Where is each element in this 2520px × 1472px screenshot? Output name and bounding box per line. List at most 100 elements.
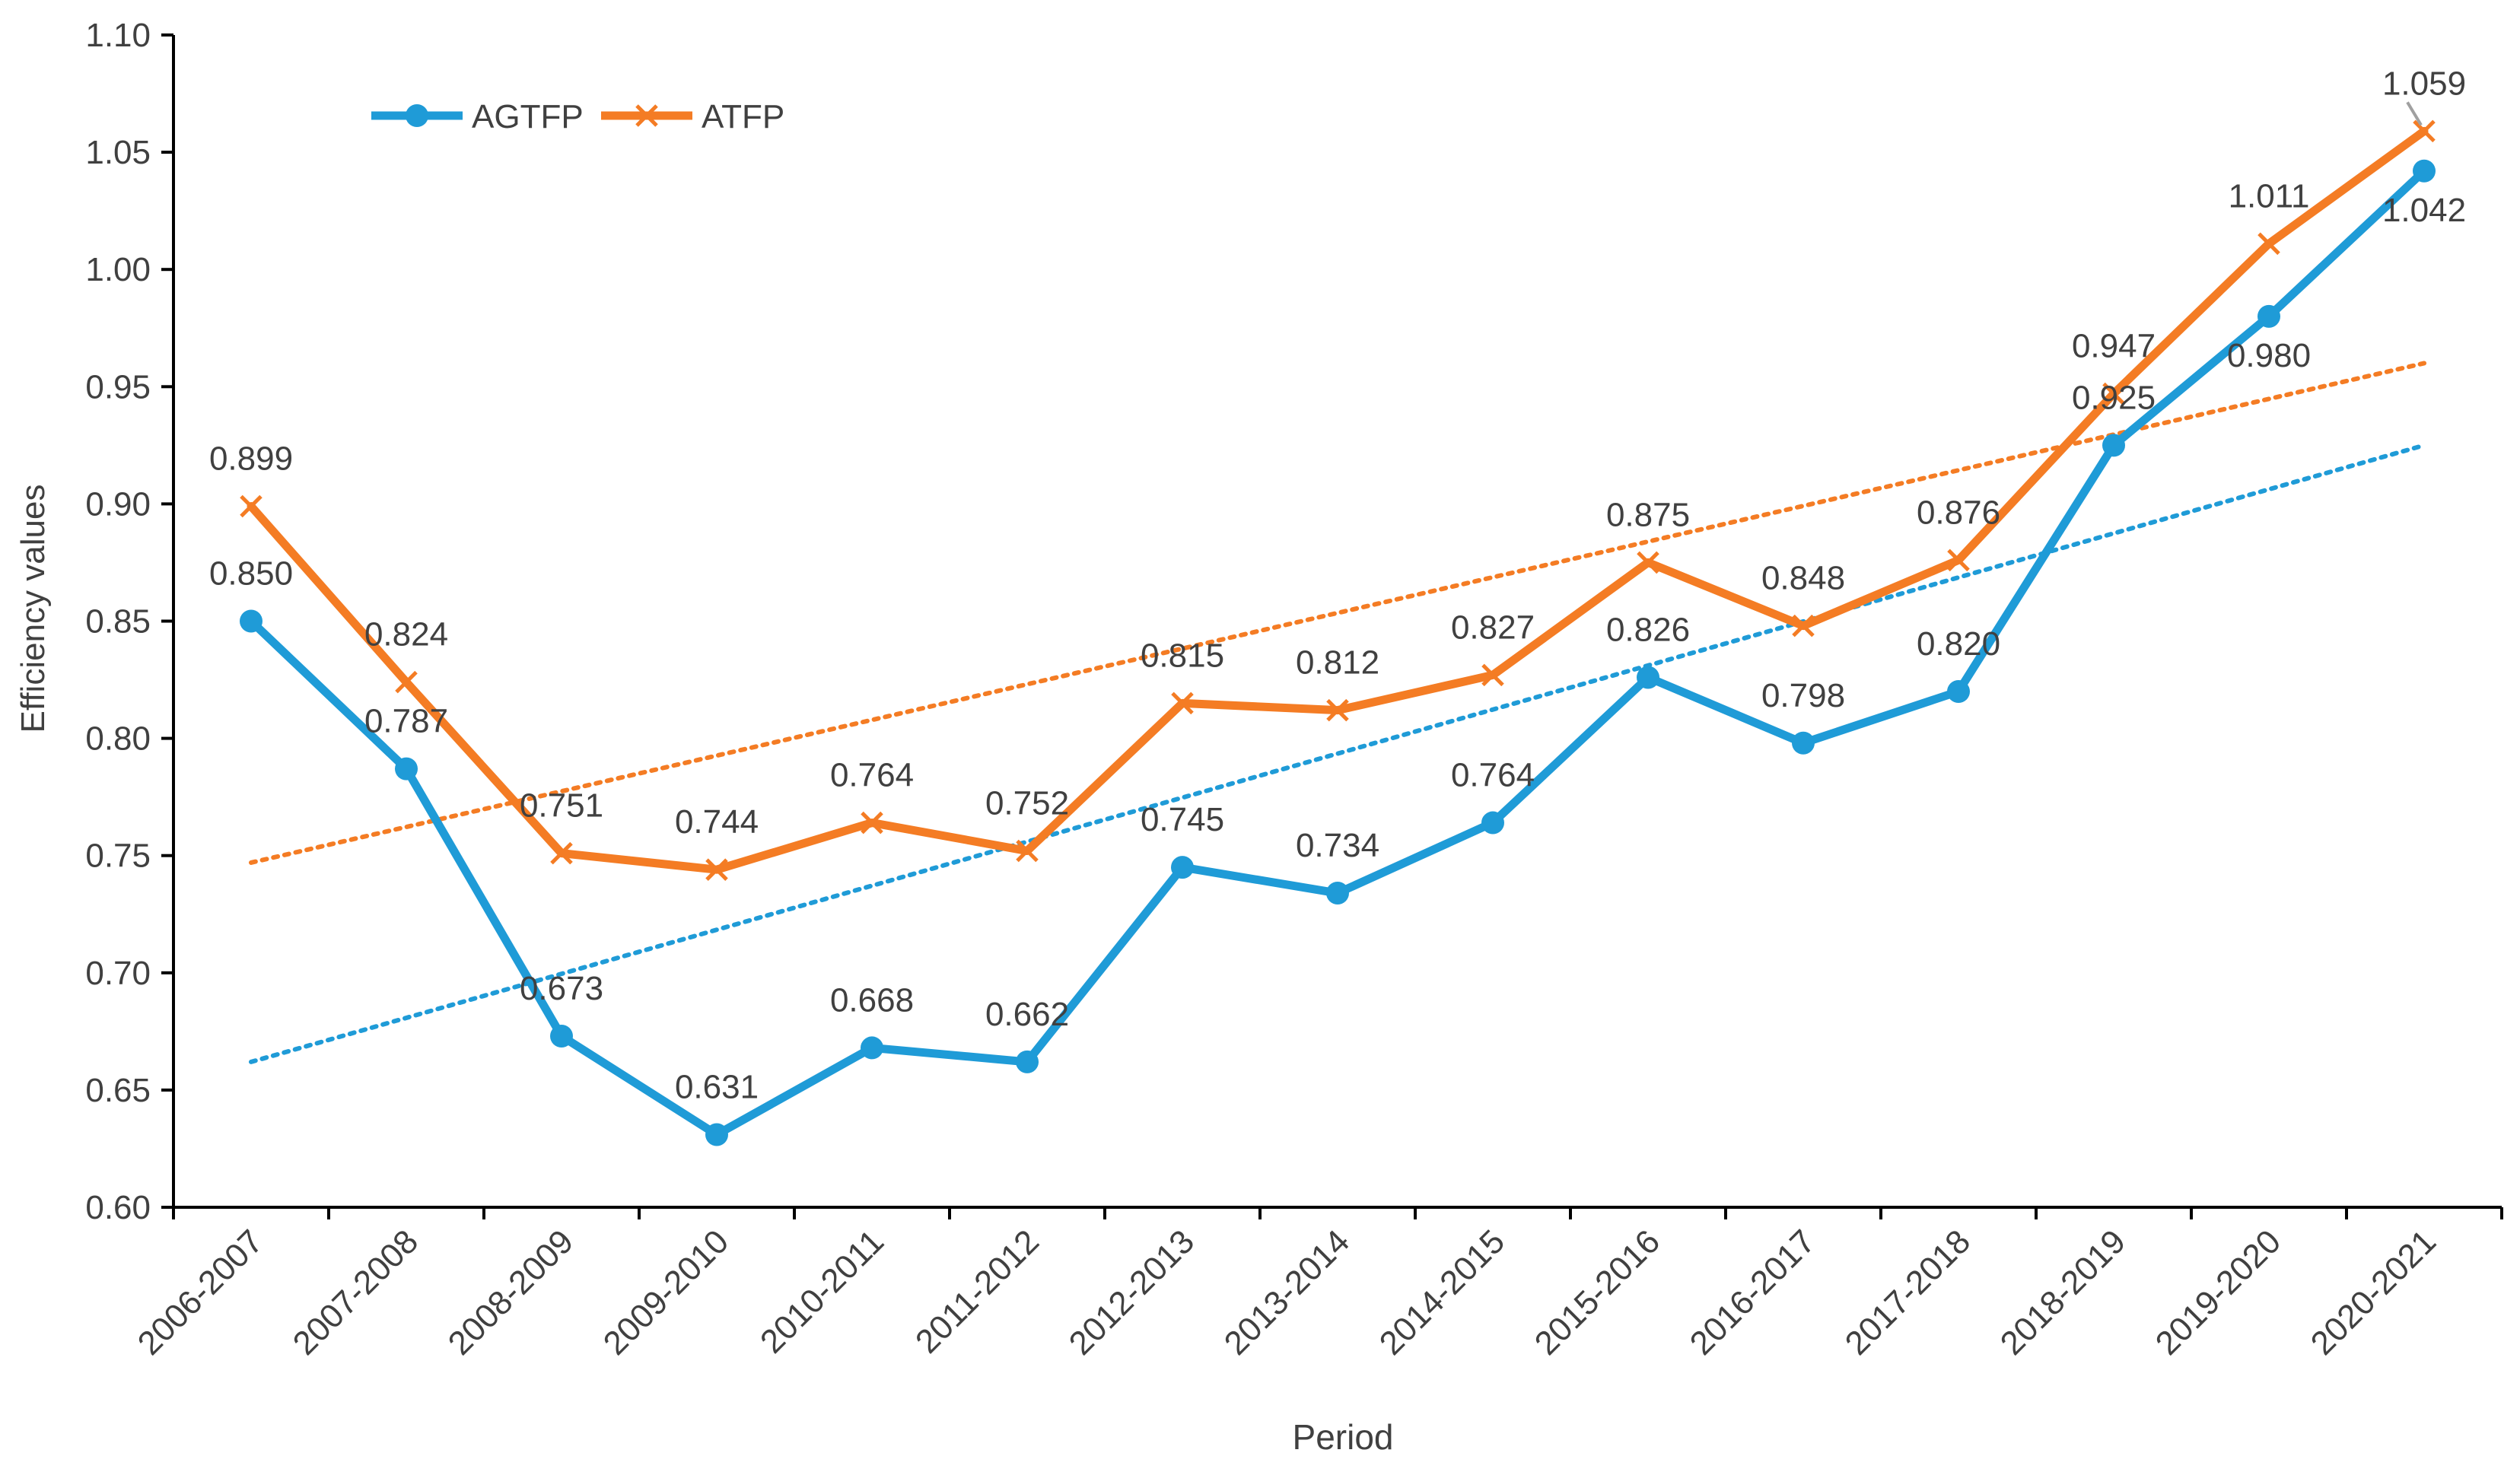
series-line-atfp — [247, 126, 2429, 874]
marker-stroke — [395, 670, 418, 694]
x-tick-label: 2014-2015 — [1373, 1222, 1512, 1362]
data-label-agtfp: 0.745 — [1141, 801, 1224, 838]
data-labels-layer: 0.850 0.787 0.673 0.631 0.668 0.662 0.745 0.734… — [209, 65, 2466, 1105]
marker-stroke — [861, 811, 883, 835]
data-point-atfp — [395, 670, 418, 694]
x-tick-label: 2015-2016 — [1528, 1222, 1667, 1362]
data-point-agtfp — [550, 1025, 573, 1048]
data-label-agtfp: 0.764 — [1451, 757, 1535, 794]
data-point-atfp — [861, 811, 883, 835]
data-label-agtfp: 0.850 — [209, 555, 293, 593]
data-point-agtfp — [1171, 856, 1194, 879]
marker-stroke — [1326, 698, 1349, 722]
marker-stroke — [240, 494, 262, 518]
x-tick-label: 2017-2018 — [1838, 1222, 1978, 1362]
data-point-atfp — [705, 858, 728, 881]
y-tick-label: 0.85 — [85, 603, 151, 641]
y-tick-label: 1.05 — [85, 134, 151, 171]
data-label-agtfp: 0.980 — [2227, 337, 2311, 374]
data-point-agtfp — [1326, 882, 1349, 905]
x-tick-label: 2012-2013 — [1062, 1222, 1201, 1362]
data-point-atfp — [2413, 119, 2436, 143]
data-label-atfp: 0.764 — [830, 757, 914, 794]
trendline-agtfp — [249, 443, 2426, 1064]
data-point-atfp — [1326, 698, 1349, 722]
data-point-agtfp — [395, 757, 418, 781]
data-label-agtfp: 0.662 — [985, 996, 1069, 1033]
data-label-atfp: 0.848 — [1761, 560, 1845, 597]
marker-stroke — [1171, 691, 1194, 715]
data-label-agtfp: 0.631 — [675, 1068, 759, 1105]
data-label-agtfp: 0.668 — [830, 981, 914, 1019]
data-point-agtfp — [240, 609, 262, 633]
y-tick-label: 0.70 — [85, 955, 151, 992]
x-tick-label: 2018-2019 — [1993, 1222, 2133, 1362]
data-point-agtfp — [861, 1036, 883, 1060]
y-tick-label: 0.80 — [85, 720, 151, 758]
data-point-agtfp — [1792, 731, 1815, 755]
data-point-atfp — [2102, 382, 2125, 405]
data-label-atfp: 0.875 — [1606, 496, 1690, 533]
y-tick-label: 0.90 — [85, 485, 151, 523]
data-point-atfp — [1792, 614, 1815, 637]
data-point-agtfp — [2413, 159, 2436, 183]
data-point-agtfp — [705, 1123, 728, 1146]
data-label-atfp: 0.947 — [2072, 328, 2156, 365]
x-tick-label: 2016-2017 — [1683, 1222, 1822, 1362]
marker-stroke — [1947, 548, 1970, 572]
data-label-atfp: 0.815 — [1141, 637, 1224, 674]
data-label-agtfp: 0.798 — [1761, 677, 1845, 714]
data-label-atfp: 0.876 — [1917, 494, 2000, 531]
data-label-agtfp: 0.826 — [1606, 611, 1690, 648]
legend-marker — [406, 104, 428, 127]
data-point-atfp — [1637, 551, 1659, 574]
marker-stroke — [1637, 551, 1659, 574]
x-axis-title: Period — [1293, 1417, 1394, 1457]
x-tick-label: 2010-2011 — [753, 1222, 891, 1360]
y-tick-label: 1.10 — [85, 17, 151, 54]
legend-label: ATFP — [702, 98, 784, 135]
data-label-atfp: 1.059 — [2382, 65, 2466, 102]
legend-item-agtfp: AGTFP — [371, 98, 584, 135]
y-axis-title-group: Efficiency values — [14, 485, 52, 733]
data-point-agtfp — [2258, 304, 2280, 328]
x-tick-label: 2013-2014 — [1217, 1222, 1357, 1362]
marker-stroke — [705, 858, 728, 881]
marker-stroke — [1016, 839, 1039, 863]
data-label-atfp: 0.744 — [675, 803, 759, 841]
data-label-agtfp: 0.820 — [1917, 625, 2000, 663]
legend-item-atfp: ATFP — [601, 98, 784, 135]
data-point-atfp — [1947, 548, 1970, 572]
x-tick-label: 2020-2021 — [2304, 1222, 2443, 1362]
y-tick-label: 0.65 — [85, 1072, 151, 1109]
legend-label: AGTFP — [472, 98, 584, 135]
x-tick-label: 2008-2009 — [441, 1222, 581, 1362]
data-label-agtfp: 0.925 — [2072, 379, 2156, 416]
legend-marker — [635, 104, 658, 127]
x-tick-label: 2007-2008 — [286, 1222, 425, 1362]
x-tick-label: 2019-2020 — [2149, 1222, 2288, 1362]
axes-layer: 0.60 0.65 0.70 0.75 0.80 0.85 0.90 0.95 1.00 1.05… — [85, 17, 2503, 1362]
data-label-agtfp: 0.673 — [520, 970, 603, 1007]
data-label-agtfp: 0.787 — [364, 703, 448, 740]
data-label-atfp: 0.827 — [1451, 609, 1535, 646]
marker-stroke — [1481, 663, 1504, 687]
data-point-atfp — [1481, 663, 1504, 687]
data-point-agtfp — [1637, 666, 1659, 689]
data-label-atfp: 0.824 — [364, 616, 448, 653]
data-point-atfp — [2258, 232, 2280, 256]
x-tick-label: 2011-2012 — [908, 1222, 1046, 1360]
data-label-atfp: 0.812 — [1296, 644, 1379, 682]
data-label-leader-line — [2406, 101, 2423, 126]
data-point-agtfp — [1947, 679, 1970, 703]
marker-stroke — [2102, 382, 2125, 405]
data-point-atfp — [1171, 691, 1194, 715]
y-axis-title: Efficiency values — [14, 485, 52, 733]
data-point-agtfp — [2102, 434, 2125, 457]
data-point-agtfp — [1016, 1050, 1039, 1073]
data-point-atfp — [1016, 839, 1039, 863]
data-label-atfp: 1.011 — [2229, 177, 2310, 215]
y-tick-label: 0.75 — [85, 838, 151, 875]
y-tick-label: 1.00 — [85, 251, 151, 288]
